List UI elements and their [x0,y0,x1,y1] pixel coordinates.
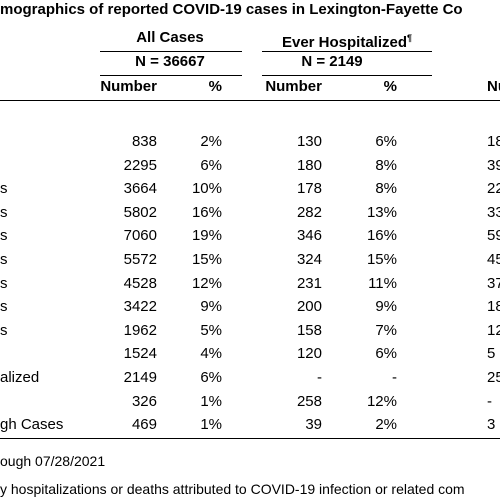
cell: 326 [131,392,157,410]
cell: 5 [487,345,496,363]
row-label: s [0,298,8,316]
cell: 2295 [123,156,157,174]
cell: 39 [305,416,322,434]
footnote: y hospitalizations or deaths attributed … [0,481,465,497]
cell: 4% [200,345,222,363]
row-label: s [0,274,8,292]
cell: 59 [487,227,500,245]
cell: 2% [200,133,222,150]
cell: 4528 [123,274,157,292]
cell: 158 [296,321,322,339]
row-label: gh Cases [0,416,64,434]
group-header-text: Ever Hospitalized [281,34,408,51]
cell: 1% [200,392,222,410]
cell: 6% [200,369,222,386]
cell: 6% [375,133,397,150]
cell: 7% [375,321,397,339]
cell: 12% [366,392,397,410]
row-label: s [0,227,8,245]
rule [0,438,500,439]
cell: 178 [296,180,322,198]
column-header: % [208,78,222,95]
cell: 19% [191,227,222,245]
cell: 9% [375,298,397,316]
cell: 469 [131,416,157,434]
cell: 838 [131,133,157,150]
row-label: s [0,180,8,198]
rule [262,75,432,76]
cell: 324 [296,251,322,268]
cell: 5572 [123,251,157,268]
cell: 1% [200,416,222,434]
row-label: alized [0,369,40,386]
cell: 1524 [123,345,157,363]
cell: 39 [487,156,500,174]
cell: 7060 [123,227,157,245]
cell: 12% [191,274,222,292]
cell: 130 [296,133,322,150]
cell: 2% [375,416,397,434]
column-header: % [383,78,397,95]
cell: 258 [296,392,322,410]
cell: 18 [487,133,500,150]
cell: 180 [296,156,322,174]
cell: 1962 [123,321,157,339]
cell: 13% [366,203,397,221]
title: mographics of reported COVID-19 cases in… [0,1,463,18]
cell: 15% [366,251,397,268]
cell: 12 [487,321,500,339]
cell: 3664 [123,180,157,198]
row-label: s [0,251,8,268]
group-header: All Cases [136,29,204,46]
cell: 45 [487,251,500,268]
cell: 18 [487,298,500,316]
cell: 16% [191,203,222,221]
cell: 37 [487,274,500,292]
cell: 10% [191,180,222,198]
cell: 231 [296,274,322,292]
column-header: Num [487,78,500,95]
cell: - [487,392,492,410]
cell: 3422 [123,298,157,316]
row-label: s [0,203,8,221]
cell: 15% [191,251,222,268]
cell: 2149 [123,369,157,386]
rule [262,51,432,52]
cell: 200 [296,298,322,316]
cell: - [392,369,397,386]
cell: - [317,369,322,386]
cell: 282 [296,203,322,221]
cell: 5% [200,321,222,339]
cell: 9% [200,298,222,316]
cell: 6% [200,156,222,174]
footnote: ough 07/28/2021 [0,453,106,469]
cell: 11% [368,274,397,292]
row-label: s [0,321,8,339]
cell: 5802 [123,203,157,221]
n-header: N = 36667 [135,53,205,70]
cell: 33 [487,203,500,221]
group-header: Ever Hospitalized¶ [262,29,432,52]
cell: 8% [375,156,397,174]
cell: 6% [375,345,397,363]
cell: 120 [296,345,322,363]
rule [0,100,500,101]
cell: 3 [487,416,496,434]
footnote-mark: ¶ [407,33,413,43]
cell: 16% [366,227,397,245]
cell: 8% [375,180,397,198]
column-header: Number [265,78,322,95]
cell: 346 [296,227,322,245]
n-header: N = 2149 [301,53,363,70]
rule [100,51,242,52]
cell: 22 [487,180,500,198]
column-header: Number [100,78,157,95]
cell: 25 [487,369,500,386]
rule [100,75,242,76]
